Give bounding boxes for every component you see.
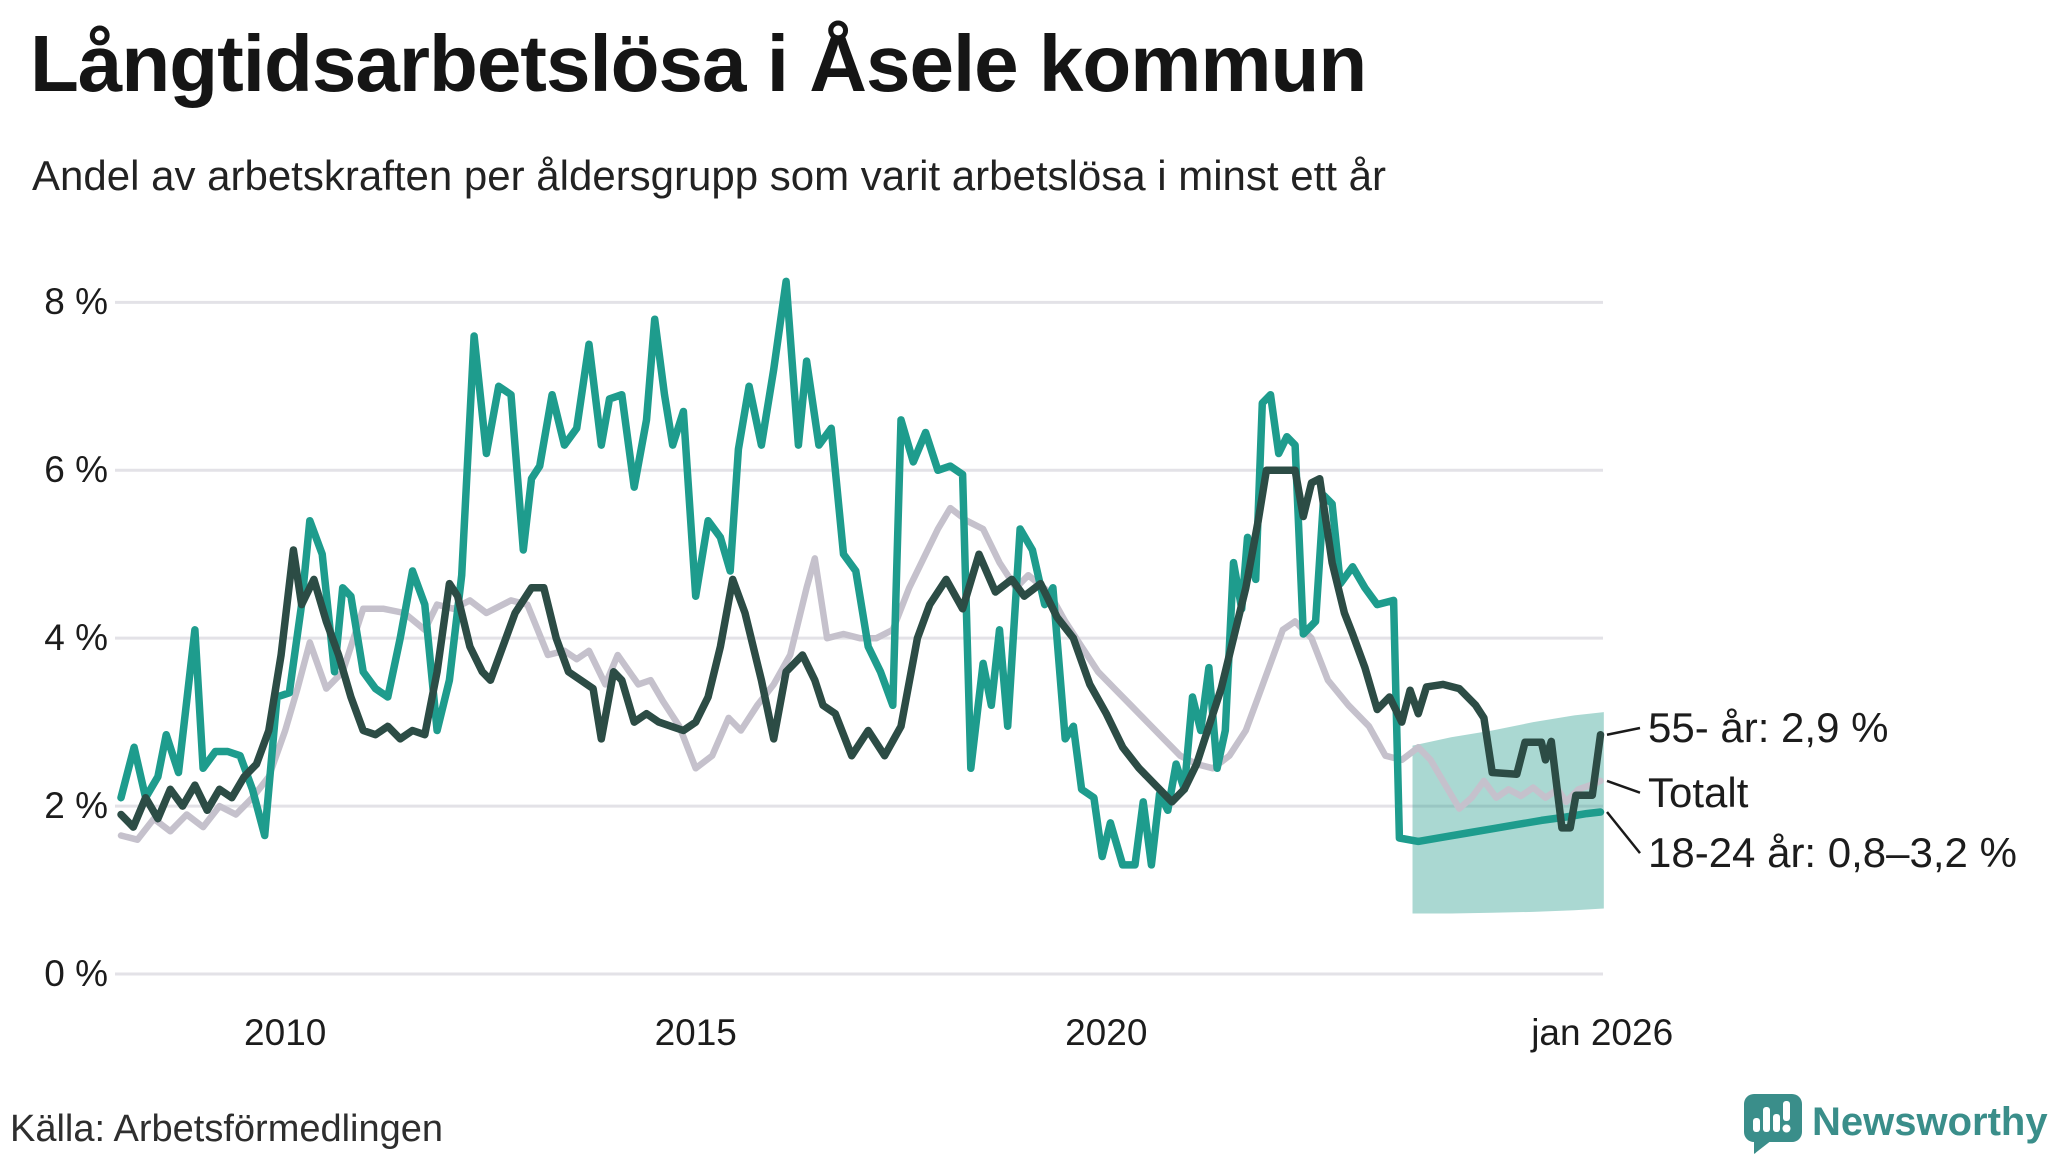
y-tick-label: 4 % bbox=[44, 617, 108, 659]
y-tick-label: 8 % bbox=[44, 281, 108, 323]
y-tick-label: 6 % bbox=[44, 449, 108, 491]
label-55-ar: 55- år: 2,9 % bbox=[1648, 704, 1889, 752]
leader-line-label-55-ar bbox=[1606, 726, 1641, 736]
newsworthy-logo: Newsworthy bbox=[1742, 1092, 2048, 1156]
x-tick-label: jan 2026 bbox=[1531, 1012, 1674, 1053]
page-title: Långtidsarbetslösa i Åsele kommun bbox=[30, 19, 1367, 108]
label-totalt: Totalt bbox=[1648, 768, 1749, 816]
y-tick-label: 2 % bbox=[44, 785, 108, 827]
label-18-24-ar: 18-24 år: 0,8–3,2 % bbox=[1648, 829, 2017, 877]
y-tick-label: 0 % bbox=[44, 953, 108, 994]
leader-line-label-totalt bbox=[1606, 779, 1641, 794]
x-tick-label: 2020 bbox=[1065, 1012, 1148, 1053]
source-note: Källa: Arbetsförmedlingen bbox=[10, 1108, 444, 1150]
series-line-18-24-r bbox=[117, 277, 1605, 869]
page-subtitle: Andel av arbetskraften per åldersgrupp s… bbox=[32, 152, 1386, 199]
leader-line-label-18-24-ar bbox=[1606, 811, 1641, 854]
x-tick-label: 2015 bbox=[654, 1012, 737, 1053]
series-line-55-r bbox=[117, 466, 1605, 832]
newsworthy-bubble-chart-icon bbox=[1744, 1094, 1802, 1154]
brand-name: Newsworthy bbox=[1812, 1100, 2048, 1144]
x-tick-label: 2010 bbox=[244, 1012, 327, 1053]
